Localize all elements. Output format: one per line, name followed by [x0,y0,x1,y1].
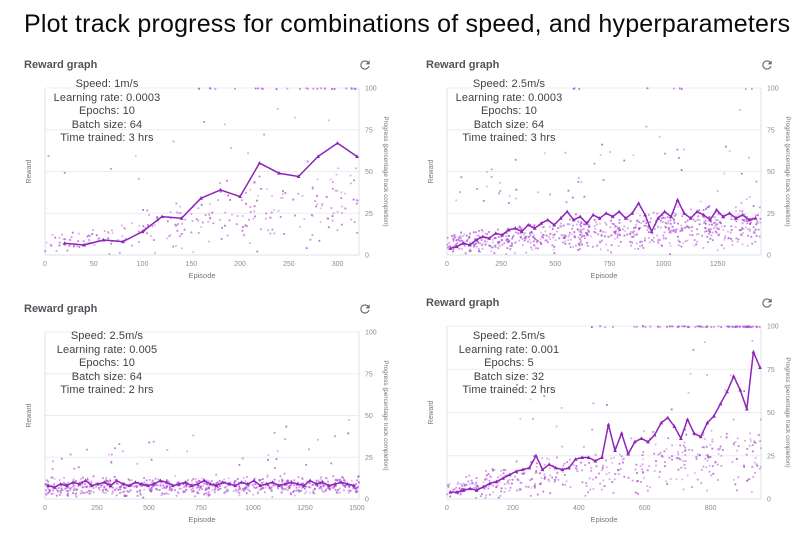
annotation-epochs: Epochs: 5 [484,357,534,369]
annotation-learning-rate: Learning rate: 0.001 [458,343,560,356]
svg-text:50: 50 [90,261,98,268]
svg-text:200: 200 [234,261,246,268]
svg-text:300: 300 [332,261,344,268]
svg-text:500: 500 [549,261,561,268]
refresh-icon[interactable] [760,58,774,72]
svg-text:Episode: Episode [590,515,617,524]
svg-text:100: 100 [767,324,779,331]
svg-text:0: 0 [445,505,449,512]
svg-text:1250: 1250 [297,505,313,512]
svg-text:25: 25 [365,211,373,218]
svg-text:Reward: Reward [26,403,33,427]
svg-text:100: 100 [767,86,779,93]
svg-text:25: 25 [767,453,775,460]
svg-text:1500: 1500 [349,505,365,512]
annotation-time-trained: Time trained: 2 hrs [60,384,154,396]
reward-graph-panel-bottom-left: Reward graph 0 25 50 75 100 0 250 500 750 1000 125… [18,296,392,532]
svg-text:800: 800 [705,505,717,512]
svg-text:1000: 1000 [245,505,261,512]
reward-graph-panel-top-right: Reward graph 0 25 50 75 100 0 250 500 750 1000 125… [420,52,794,288]
svg-text:Episode: Episode [590,271,617,280]
hyperparameters-annotation: Speed: 1m/s Learning rate: 0.0003 Epochs… [18,78,196,146]
svg-text:Progress (percentage track com: Progress (percentage track completion) [382,116,389,226]
annotation-time-trained: Time trained: 3 hrs [60,132,154,144]
svg-text:50: 50 [365,413,373,420]
svg-text:400: 400 [573,505,585,512]
svg-text:250: 250 [495,261,507,268]
annotation-epochs: Epochs: 10 [78,105,136,117]
annotation-speed: Speed: 1m/s [75,78,139,90]
refresh-icon[interactable] [760,296,774,310]
svg-text:750: 750 [195,505,207,512]
svg-text:Progress (percentage track com: Progress (percentage track completion) [784,357,791,467]
svg-text:100: 100 [365,86,377,93]
svg-text:Episode: Episode [188,515,215,524]
page-title: Plot track progress for combinations of … [24,10,791,38]
hyperparameters-annotation: Speed: 2.5m/s Learning rate: 0.005 Epoch… [18,330,196,398]
svg-text:Episode: Episode [188,271,215,280]
annotation-speed: Speed: 2.5m/s [472,330,546,342]
hyperparameters-annotation: Speed: 2.5m/s Learning rate: 0.0003 Epoc… [420,78,598,146]
annotation-time-trained: Time trained: 2 hrs [462,384,556,396]
svg-text:1000: 1000 [656,261,672,268]
svg-text:Progress (percentage track com: Progress (percentage track completion) [382,360,389,470]
svg-text:150: 150 [185,261,197,268]
svg-text:50: 50 [767,169,775,176]
annotation-speed: Speed: 2.5m/s [70,330,144,342]
svg-text:750: 750 [604,261,616,268]
annotation-epochs: Epochs: 10 [78,357,136,369]
panel-title: Reward graph [24,303,98,315]
svg-text:600: 600 [639,505,651,512]
svg-text:75: 75 [767,367,775,374]
svg-text:50: 50 [767,410,775,417]
svg-text:Progress (percentage track com: Progress (percentage track completion) [784,116,791,226]
svg-text:Reward: Reward [26,159,33,183]
svg-text:250: 250 [91,505,103,512]
svg-text:500: 500 [143,505,155,512]
svg-text:250: 250 [283,261,295,268]
panel-title: Reward graph [426,297,500,309]
hyperparameters-annotation: Speed: 2.5m/s Learning rate: 0.001 Epoch… [420,330,598,398]
svg-text:75: 75 [365,127,373,134]
annotation-epochs: Epochs: 10 [480,105,538,117]
svg-text:200: 200 [507,505,519,512]
annotation-batch-size: Batch size: 64 [473,118,545,131]
svg-text:75: 75 [365,371,373,378]
reward-graph-panel-top-left: Reward graph 0 25 50 75 100 0 50 100 150 200 250 30… [18,52,392,288]
svg-text:50: 50 [365,169,373,176]
reward-chart-canvas[interactable]: 0 25 50 75 100 0 50 100 150 200 250 300 Episode Rewar… [18,52,392,288]
svg-text:Reward: Reward [428,159,435,183]
annotation-learning-rate: Learning rate: 0.0003 [53,91,161,104]
svg-text:0: 0 [43,261,47,268]
svg-text:0: 0 [43,505,47,512]
svg-text:1250: 1250 [710,261,726,268]
svg-text:0: 0 [365,497,369,504]
svg-text:0: 0 [445,261,449,268]
svg-text:100: 100 [137,261,149,268]
svg-text:0: 0 [767,497,771,504]
panel-title: Reward graph [24,59,98,71]
annotation-batch-size: Batch size: 32 [473,370,545,383]
svg-text:0: 0 [767,253,771,260]
annotation-learning-rate: Learning rate: 0.005 [56,343,158,356]
reward-graph-panel-bottom-right: Reward graph 0 25 50 75 100 0 200 400 600 800 Epis… [420,290,794,532]
svg-text:75: 75 [767,127,775,134]
annotation-time-trained: Time trained: 3 hrs [462,132,556,144]
annotation-speed: Speed: 2.5m/s [472,78,546,90]
reward-chart-canvas[interactable]: 0 25 50 75 100 0 200 400 600 800 Episode Reward Prog… [420,290,794,532]
panel-title: Reward graph [426,59,500,71]
svg-text:0: 0 [365,253,369,260]
annotation-batch-size: Batch size: 64 [71,370,143,383]
annotation-batch-size: Batch size: 64 [71,118,143,131]
svg-text:Reward: Reward [428,400,435,424]
svg-text:100: 100 [365,330,377,337]
svg-text:25: 25 [767,211,775,218]
annotation-learning-rate: Learning rate: 0.0003 [455,91,563,104]
svg-text:25: 25 [365,455,373,462]
